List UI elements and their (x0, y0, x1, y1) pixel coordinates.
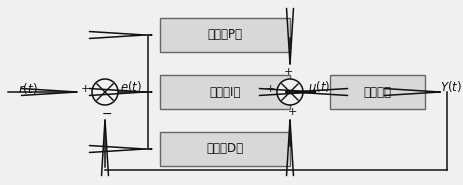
Text: +: + (283, 67, 292, 77)
Text: +: + (81, 84, 90, 94)
Text: $Y(t)$: $Y(t)$ (439, 78, 461, 93)
Text: 比例（P）: 比例（P） (207, 28, 242, 41)
Text: +: + (287, 107, 296, 117)
Bar (329, 75, 424, 109)
Bar (160, 18, 289, 52)
Text: 微分（D）: 微分（D） (206, 142, 243, 156)
Text: 被控对象: 被控对象 (363, 85, 391, 98)
Text: $e(t)$: $e(t)$ (120, 78, 142, 93)
Text: $r(t)$: $r(t)$ (18, 80, 38, 95)
Text: 积分（I）: 积分（I） (209, 85, 240, 98)
Circle shape (92, 79, 118, 105)
Text: $u(t)$: $u(t)$ (307, 78, 330, 93)
Text: +: + (265, 84, 275, 94)
Bar (160, 75, 289, 109)
Circle shape (276, 79, 302, 105)
Bar (160, 132, 289, 166)
Text: −: − (101, 108, 112, 121)
